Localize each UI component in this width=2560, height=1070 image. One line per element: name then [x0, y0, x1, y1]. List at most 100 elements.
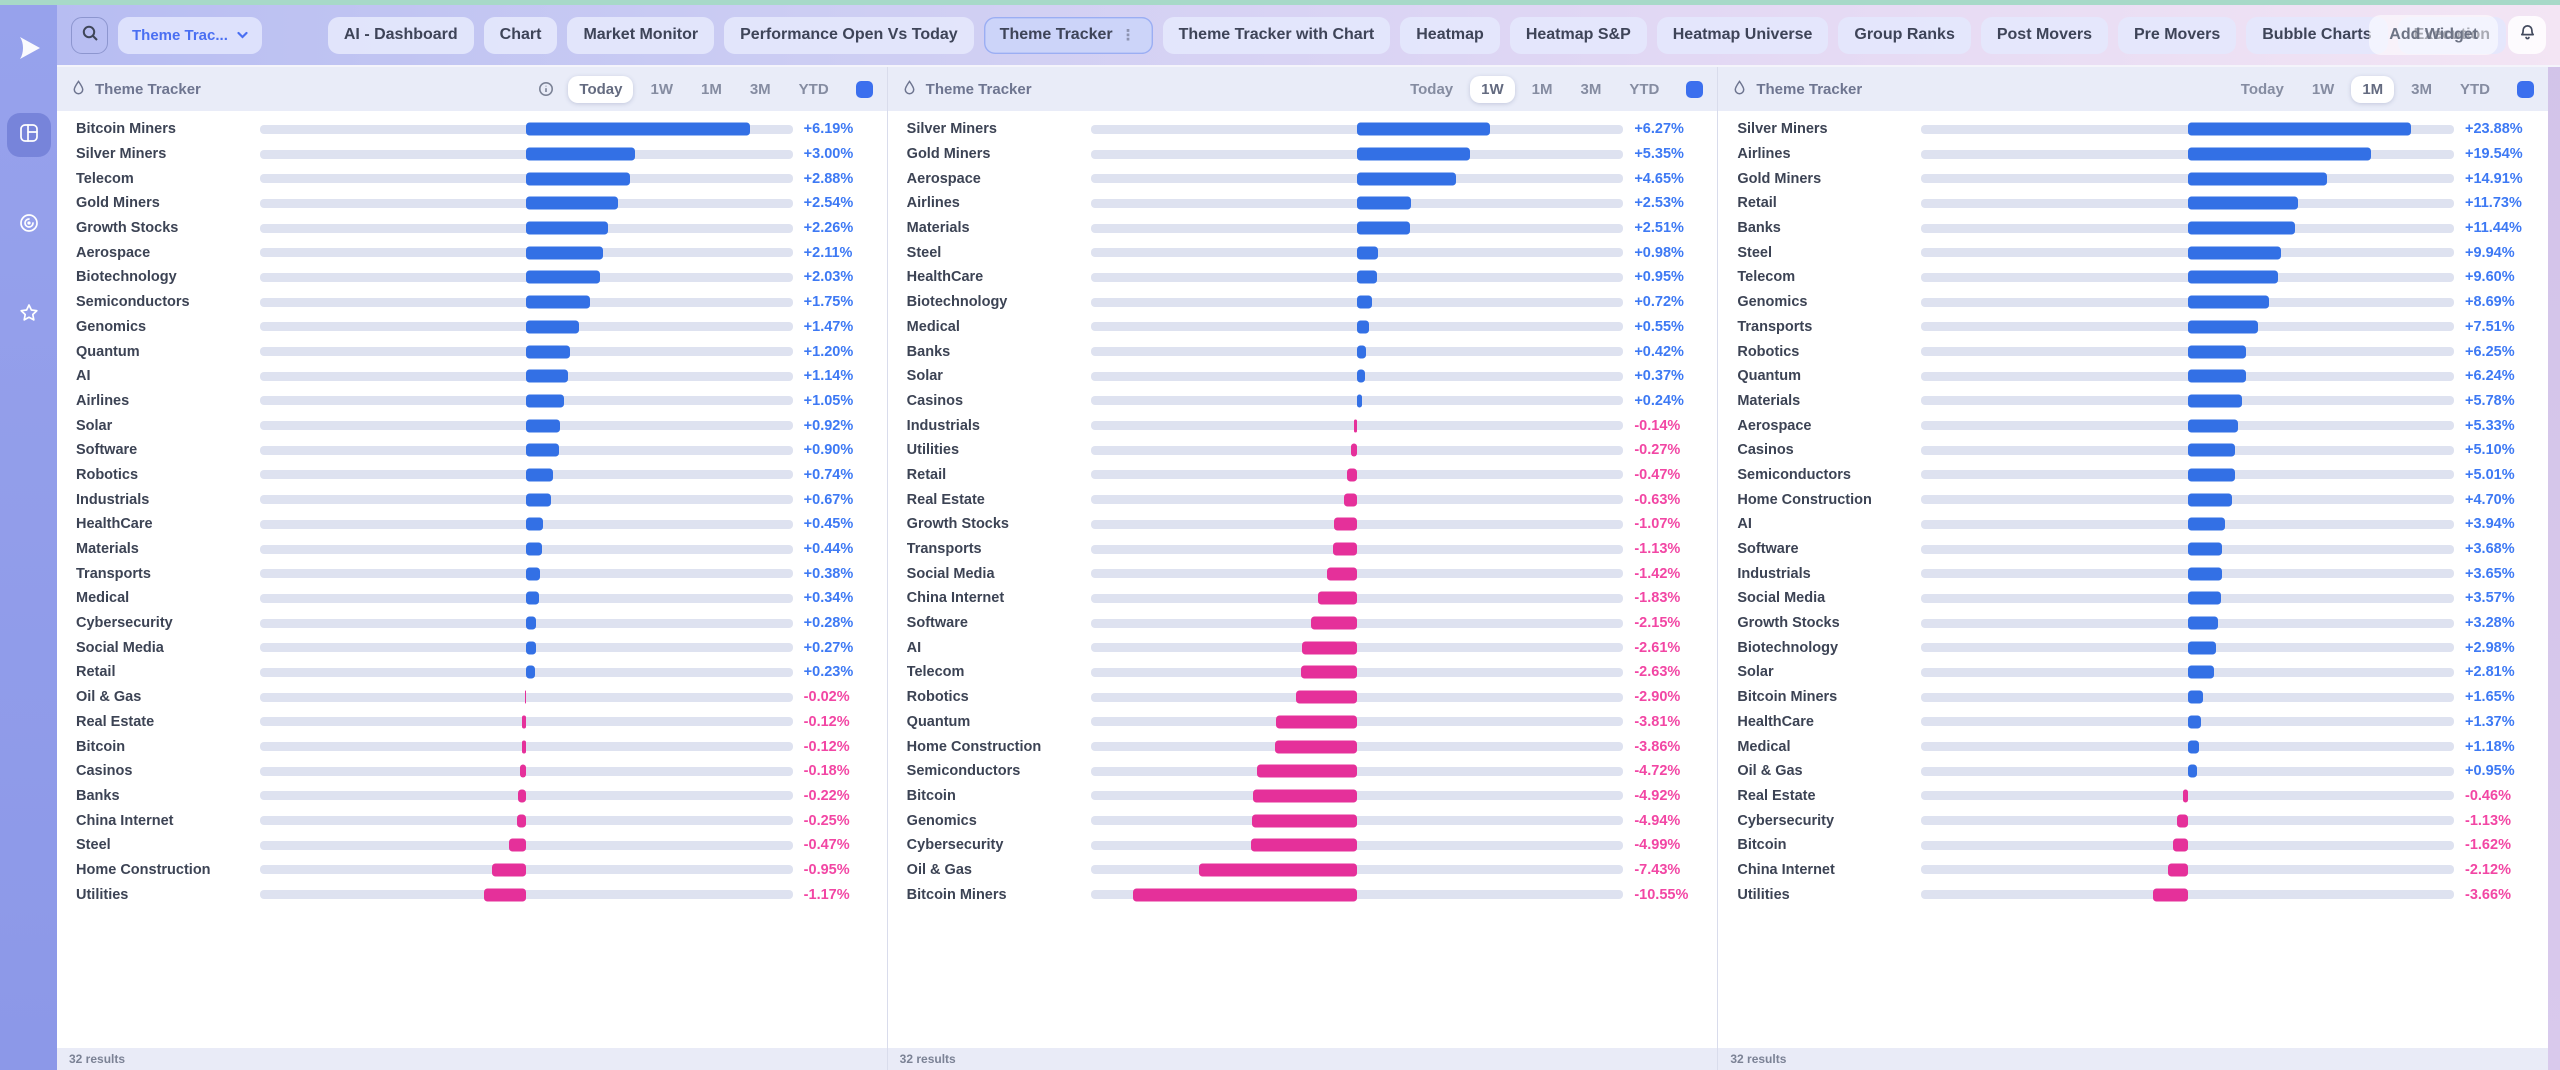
- app-logo-icon[interactable]: [12, 31, 46, 65]
- table-row[interactable]: Real Estate -0.12%: [57, 710, 887, 735]
- panel-accent-square[interactable]: [855, 80, 873, 98]
- table-row[interactable]: Airlines +2.53%: [888, 191, 1718, 216]
- range-button-1m[interactable]: 1M: [1531, 80, 1553, 98]
- table-row[interactable]: Robotics +6.25%: [1718, 339, 2548, 364]
- table-row[interactable]: Genomics -4.94%: [888, 808, 1718, 833]
- table-row[interactable]: Social Media +3.57%: [1718, 586, 2548, 611]
- table-row[interactable]: Airlines +19.54%: [1718, 142, 2548, 167]
- table-row[interactable]: Banks -0.22%: [57, 784, 887, 809]
- table-row[interactable]: Utilities -0.27%: [888, 438, 1718, 463]
- search-button[interactable]: [71, 16, 108, 54]
- table-row[interactable]: Aerospace +2.11%: [57, 240, 887, 265]
- table-row[interactable]: Bitcoin Miners +1.65%: [1718, 685, 2548, 710]
- sidebar-item-dashboards[interactable]: [6, 113, 51, 157]
- table-row[interactable]: Aerospace +4.65%: [888, 166, 1718, 191]
- tab-ai-dashboard[interactable]: AI - Dashboard: [327, 16, 474, 54]
- table-row[interactable]: Home Construction +4.70%: [1718, 487, 2548, 512]
- panel-accent-square[interactable]: [1686, 80, 1704, 98]
- range-button-today[interactable]: Today: [2240, 80, 2284, 98]
- table-row[interactable]: Casinos -0.18%: [57, 759, 887, 784]
- sidebar-item-tracker[interactable]: [7, 203, 51, 247]
- table-row[interactable]: Social Media -1.42%: [888, 561, 1718, 586]
- range-button-ytd[interactable]: YTD: [798, 80, 829, 98]
- table-row[interactable]: Social Media +0.27%: [57, 635, 887, 660]
- table-row[interactable]: Airlines +1.05%: [57, 389, 887, 414]
- table-row[interactable]: HealthCare +1.37%: [1718, 710, 2548, 735]
- table-row[interactable]: Telecom -2.63%: [888, 660, 1718, 685]
- table-row[interactable]: Industrials +3.65%: [1718, 561, 2548, 586]
- table-row[interactable]: Cybersecurity -4.99%: [888, 833, 1718, 858]
- tab-heatmap-universe[interactable]: Heatmap Universe: [1656, 16, 1829, 54]
- table-row[interactable]: Bitcoin -4.92%: [888, 784, 1718, 809]
- table-row[interactable]: Industrials -0.14%: [888, 413, 1718, 438]
- table-row[interactable]: Bitcoin -0.12%: [57, 734, 887, 759]
- table-row[interactable]: Aerospace +5.33%: [1718, 413, 2548, 438]
- range-button-1w[interactable]: 1W: [1470, 75, 1515, 103]
- table-row[interactable]: Retail +0.23%: [57, 660, 887, 685]
- tab-bubble-charts[interactable]: Bubble Charts: [2246, 16, 2388, 54]
- table-row[interactable]: HealthCare +0.45%: [57, 512, 887, 537]
- range-button-today[interactable]: Today: [1410, 80, 1454, 98]
- table-row[interactable]: Medical +0.55%: [888, 315, 1718, 340]
- table-row[interactable]: Genomics +1.47%: [57, 315, 887, 340]
- tab-heatmap[interactable]: Heatmap: [1400, 16, 1500, 54]
- tab-post-movers[interactable]: Post Movers: [1980, 16, 2108, 54]
- table-row[interactable]: Bitcoin Miners +6.19%: [57, 117, 887, 142]
- notifications-button[interactable]: [2508, 16, 2546, 54]
- table-row[interactable]: Real Estate -0.63%: [888, 487, 1718, 512]
- table-row[interactable]: Transports +0.38%: [57, 561, 887, 586]
- table-row[interactable]: Software -2.15%: [888, 611, 1718, 636]
- table-row[interactable]: Gold Miners +14.91%: [1718, 166, 2548, 191]
- table-row[interactable]: Bitcoin Miners -10.55%: [888, 882, 1718, 907]
- table-row[interactable]: Gold Miners +2.54%: [57, 191, 887, 216]
- table-row[interactable]: Utilities -3.66%: [1718, 882, 2548, 907]
- tab-theme-tracker-with-chart[interactable]: Theme Tracker with Chart: [1162, 16, 1391, 54]
- table-row[interactable]: Steel +0.98%: [888, 240, 1718, 265]
- table-row[interactable]: Telecom +9.60%: [1718, 265, 2548, 290]
- sidebar-item-favorites[interactable]: [7, 293, 51, 337]
- range-button-1w[interactable]: 1W: [2311, 80, 2335, 98]
- table-row[interactable]: Solar +2.81%: [1718, 660, 2548, 685]
- table-row[interactable]: China Internet -1.83%: [888, 586, 1718, 611]
- range-button-3m[interactable]: 3M: [2411, 80, 2433, 98]
- range-button-1m[interactable]: 1M: [2351, 75, 2395, 103]
- table-row[interactable]: Home Construction -3.86%: [888, 734, 1718, 759]
- table-row[interactable]: China Internet -2.12%: [1718, 858, 2548, 883]
- table-row[interactable]: Silver Miners +6.27%: [888, 117, 1718, 142]
- table-row[interactable]: Semiconductors -4.72%: [888, 759, 1718, 784]
- table-row[interactable]: Oil & Gas +0.95%: [1718, 759, 2548, 784]
- table-row[interactable]: Medical +1.18%: [1718, 734, 2548, 759]
- table-row[interactable]: Gold Miners +5.35%: [888, 142, 1718, 167]
- table-row[interactable]: Steel -0.47%: [57, 833, 887, 858]
- table-row[interactable]: Banks +0.42%: [888, 339, 1718, 364]
- table-row[interactable]: China Internet -0.25%: [57, 808, 887, 833]
- tab-market-monitor[interactable]: Market Monitor: [567, 16, 715, 54]
- range-button-3m[interactable]: 3M: [749, 80, 771, 98]
- info-icon[interactable]: [538, 81, 554, 97]
- table-row[interactable]: Casinos +5.10%: [1718, 438, 2548, 463]
- table-row[interactable]: Materials +5.78%: [1718, 389, 2548, 414]
- range-button-today[interactable]: Today: [568, 75, 634, 103]
- table-row[interactable]: AI +1.14%: [57, 364, 887, 389]
- table-row[interactable]: Banks +11.44%: [1718, 216, 2548, 241]
- table-row[interactable]: Real Estate -0.46%: [1718, 784, 2548, 809]
- kebab-menu-icon[interactable]: ⋮: [1120, 27, 1137, 44]
- panel-accent-square[interactable]: [2517, 80, 2535, 98]
- table-row[interactable]: Solar +0.92%: [57, 413, 887, 438]
- range-button-ytd[interactable]: YTD: [2460, 80, 2491, 98]
- table-row[interactable]: Silver Miners +23.88%: [1718, 117, 2548, 142]
- table-row[interactable]: Home Construction -0.95%: [57, 858, 887, 883]
- table-row[interactable]: Utilities -1.17%: [57, 882, 887, 907]
- table-row[interactable]: Retail -0.47%: [888, 463, 1718, 488]
- table-row[interactable]: Biotechnology +2.98%: [1718, 635, 2548, 660]
- table-row[interactable]: Silver Miners +3.00%: [57, 142, 887, 167]
- table-row[interactable]: Transports -1.13%: [888, 537, 1718, 562]
- tab-pre-movers[interactable]: Pre Movers: [2117, 16, 2237, 54]
- table-row[interactable]: Retail +11.73%: [1718, 191, 2548, 216]
- table-row[interactable]: Steel +9.94%: [1718, 240, 2548, 265]
- table-row[interactable]: AI +3.94%: [1718, 512, 2548, 537]
- table-row[interactable]: Cybersecurity -1.13%: [1718, 808, 2548, 833]
- table-row[interactable]: HealthCare +0.95%: [888, 265, 1718, 290]
- table-row[interactable]: Oil & Gas -7.43%: [888, 858, 1718, 883]
- table-row[interactable]: Telecom +2.88%: [57, 166, 887, 191]
